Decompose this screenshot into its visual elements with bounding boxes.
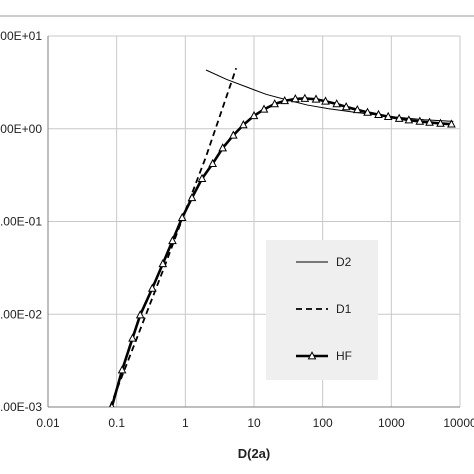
y-tick-label: 1.00E+01 <box>0 29 42 43</box>
series-line-d1 <box>109 67 238 407</box>
hf-marker <box>158 258 168 268</box>
y-tick-label: 1.00E-02 <box>0 307 42 321</box>
x-tick-label: 10 <box>247 416 261 430</box>
legend-label-hf: HF <box>336 349 352 363</box>
hf-marker <box>436 118 445 127</box>
x-axis-title: D(2a) <box>238 446 271 461</box>
hf-marker <box>197 173 207 182</box>
hf-marker <box>353 104 362 114</box>
x-tick-label: 100 <box>313 416 333 430</box>
hf-marker <box>363 107 372 116</box>
hf-marker <box>259 104 269 113</box>
series-line-hf <box>110 97 452 407</box>
legend-label-d1: D1 <box>336 302 352 316</box>
hf-marker <box>425 117 434 126</box>
hf-marker <box>177 212 187 221</box>
hf-marker <box>135 310 145 319</box>
legend-label-d2: D2 <box>336 255 352 269</box>
hf-marker <box>447 119 456 128</box>
legend-box <box>266 240 378 380</box>
hf-marker <box>187 192 197 202</box>
legend-marker-hf <box>307 351 317 360</box>
x-tick-label: 0.1 <box>108 416 125 430</box>
hf-marker <box>208 158 217 168</box>
hf-marker <box>341 102 351 111</box>
hf-marker <box>239 120 248 129</box>
hf-marker <box>168 235 177 245</box>
hf-marker <box>394 113 404 122</box>
hf-marker <box>109 402 115 407</box>
hf-marker <box>249 110 259 120</box>
x-tick-label: 0.01 <box>36 416 60 430</box>
series-d1 <box>109 67 238 407</box>
series-hf <box>109 93 456 407</box>
y-tick-label: 1.00E-03 <box>0 400 42 414</box>
grid-layer <box>47 35 461 408</box>
x-tick-label: 1 <box>182 416 189 430</box>
legend: D2 D1 HF <box>266 240 378 380</box>
x-tick-label: 1000 <box>378 416 405 430</box>
hf-marker <box>117 365 127 374</box>
hf-marker <box>321 96 330 105</box>
hf-marker <box>383 111 393 120</box>
legend-entries: D2 D1 HF <box>296 255 352 363</box>
hf-marker <box>270 99 280 108</box>
hf-marker <box>311 94 321 103</box>
y-tick-label: 1.00E-01 <box>0 215 42 229</box>
hf-marker <box>300 93 310 102</box>
hf-marker <box>147 283 157 292</box>
y-tick-label: 1.00E+00 <box>0 122 42 136</box>
hf-marker <box>291 94 300 103</box>
hf-marker <box>128 333 137 342</box>
hf-marker <box>332 99 342 108</box>
tick-labels: 0.01 0.1 1 10 100 1000 10000 1.00E-03 1.00E-02 1.… <box>0 29 474 430</box>
hf-marker <box>228 130 238 139</box>
x-tick-label: 10000 <box>443 416 474 430</box>
series-layer <box>109 67 456 407</box>
hf-marker <box>374 109 383 118</box>
axes-layer <box>47 36 460 408</box>
hf-marker <box>415 116 425 125</box>
hf-marker <box>404 115 414 124</box>
hf-marker <box>280 95 290 105</box>
hf-marker <box>218 143 228 152</box>
